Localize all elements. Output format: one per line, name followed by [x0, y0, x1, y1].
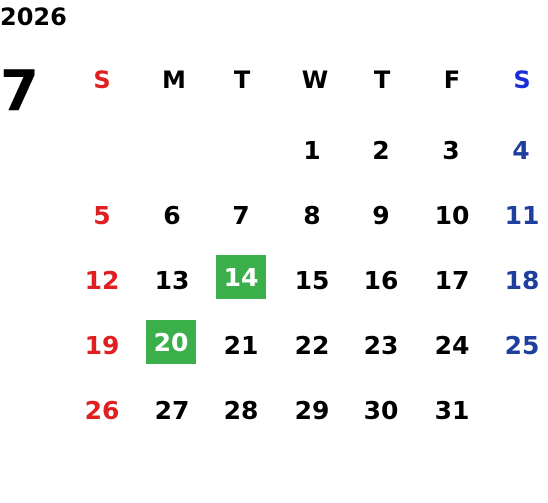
day-cell-27[interactable]: 27 — [154, 395, 190, 425]
day-cell-26[interactable]: 26 — [84, 395, 120, 425]
day-cell-17[interactable]: 17 — [434, 265, 470, 295]
day-cell-25[interactable]: 25 — [504, 330, 540, 360]
day-cell-10[interactable]: 10 — [434, 200, 470, 230]
day-cell-16[interactable]: 16 — [363, 265, 399, 295]
year-label: 2026 — [0, 3, 67, 31]
weekday-header-fri: F — [443, 66, 461, 94]
day-cell-22[interactable]: 22 — [294, 330, 330, 360]
weekday-header-tue: T — [233, 66, 251, 94]
month-number: 7 — [0, 59, 39, 124]
day-cell-30[interactable]: 30 — [363, 395, 399, 425]
day-cell-9[interactable]: 9 — [372, 200, 390, 230]
day-cell-13[interactable]: 13 — [154, 265, 190, 295]
day-cell-12[interactable]: 12 — [84, 265, 120, 295]
weekday-header-sun: S — [93, 66, 111, 94]
day-cell-23[interactable]: 23 — [363, 330, 399, 360]
weekday-header-wed: W — [301, 66, 329, 94]
day-cell-11[interactable]: 11 — [504, 200, 540, 230]
day-cell-8[interactable]: 8 — [303, 200, 321, 230]
day-cell-4[interactable]: 4 — [512, 135, 530, 165]
weekday-header-thu: T — [373, 66, 391, 94]
day-cell-24[interactable]: 24 — [434, 330, 470, 360]
weekday-header-mon: M — [162, 66, 186, 94]
day-cell-6[interactable]: 6 — [163, 200, 181, 230]
day-cell-18[interactable]: 18 — [504, 265, 540, 295]
day-cell-28[interactable]: 28 — [223, 395, 259, 425]
day-cell-5[interactable]: 5 — [93, 200, 111, 230]
day-cell-2[interactable]: 2 — [372, 135, 390, 165]
day-cell-1[interactable]: 1 — [303, 135, 321, 165]
day-cell-15[interactable]: 15 — [294, 265, 330, 295]
day-cell-20-highlighted[interactable]: 20 — [146, 320, 196, 364]
day-cell-7[interactable]: 7 — [232, 200, 250, 230]
day-cell-21[interactable]: 21 — [223, 330, 259, 360]
day-cell-19[interactable]: 19 — [84, 330, 120, 360]
day-cell-3[interactable]: 3 — [442, 135, 460, 165]
weekday-header-sat: S — [513, 66, 531, 94]
day-cell-31[interactable]: 31 — [434, 395, 470, 425]
day-cell-29[interactable]: 29 — [294, 395, 330, 425]
day-cell-14-highlighted[interactable]: 14 — [216, 255, 266, 299]
